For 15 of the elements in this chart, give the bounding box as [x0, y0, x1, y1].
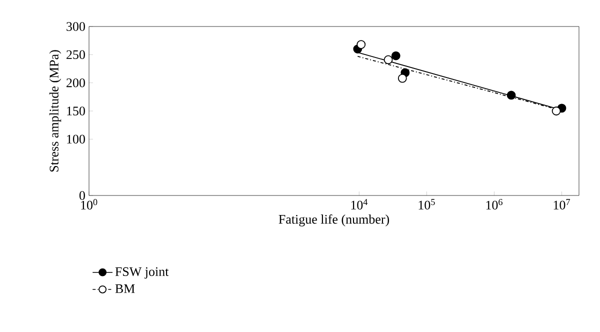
x-tick-label: 10$^{6}$: [486, 199, 502, 210]
y-tick-label: 150: [67, 106, 85, 116]
x-tick-label: 10$^{4}$: [351, 199, 368, 210]
y-tick-label: 100: [67, 134, 85, 144]
legend-label: BM: [115, 284, 135, 293]
legend-label: FSW joint: [115, 267, 169, 279]
y-tick-label: 0: [79, 191, 85, 200]
y-axis-title: Stress amplitude (MPa): [49, 50, 62, 172]
y-tick-label: 200: [66, 78, 85, 88]
x-tick-label: 10$^{5}$: [418, 199, 435, 210]
x-tick-label: 10$^{7}$: [554, 199, 570, 210]
x-tick-label: 10$^{0}$: [81, 199, 98, 210]
y-tick-label: 300: [66, 22, 85, 31]
y-tick-label: 250: [66, 50, 85, 60]
x-axis-title: Fatigue life (number): [278, 214, 390, 226]
